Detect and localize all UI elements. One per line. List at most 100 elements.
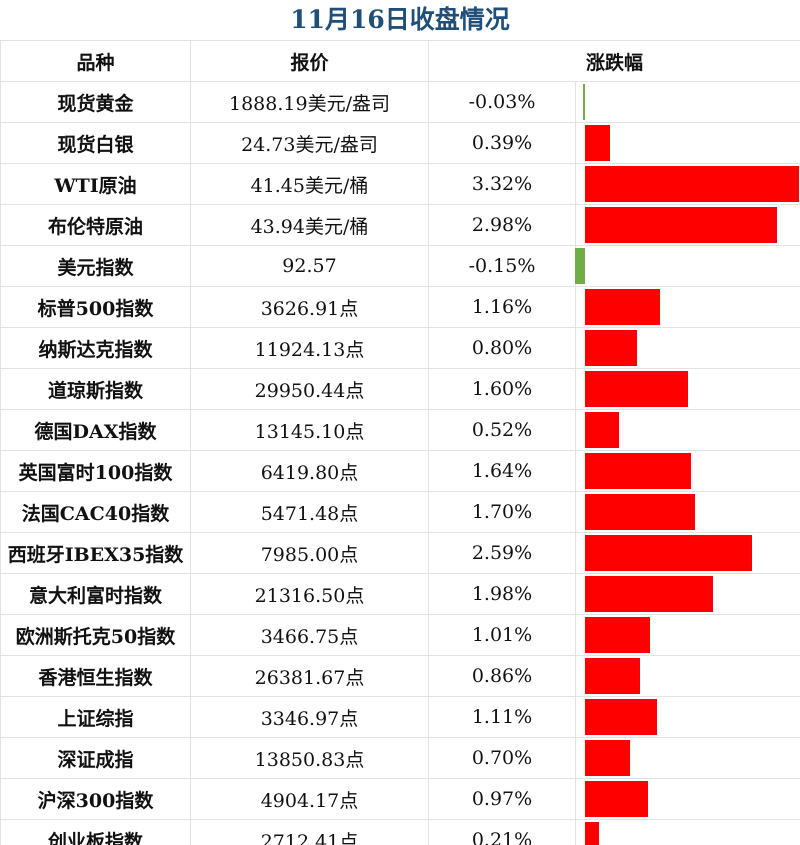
bar-cell [574,368,800,410]
name-cell: 现货白银 [0,122,191,164]
table-row: 沪深300指数 4904.17点 0.97% [0,778,800,820]
bar-cell [574,819,800,845]
bar-cell [574,696,800,738]
price-cell: 3466.75点 [190,614,429,656]
name-cell: 英国富时100指数 [0,450,191,492]
price-cell: 11924.13点 [190,327,429,369]
name-cell: 标普500指数 [0,286,191,328]
table-row: 意大利富时指数 21316.50点 1.98% [0,573,800,615]
change-bar [585,453,691,489]
change-cell: 0.39% [428,122,576,164]
price-cell: 43.94美元/桶 [190,204,429,246]
change-cell: 3.32% [428,163,576,205]
table-row: 现货黄金 1888.19美元/盎司 -0.03% [0,81,800,123]
price-cell: 3346.97点 [190,696,429,738]
bar-cell [574,81,800,123]
price-cell: 92.57 [190,245,429,287]
name-cell: 德国DAX指数 [0,409,191,451]
table-row: 法国CAC40指数 5471.48点 1.70% [0,491,800,533]
name-cell: 上证综指 [0,696,191,738]
quotes-table: 品种 报价 涨跌幅 现货黄金 1888.19美元/盎司 -0.03% 现货白银 24.7… [0,40,800,845]
bar-cell [574,573,800,615]
change-cell: 1.11% [428,696,576,738]
change-bar [585,658,641,694]
bar-cell [574,163,800,205]
change-cell: 1.64% [428,450,576,492]
price-cell: 2712.41点 [190,819,429,845]
price-cell: 24.73美元/盎司 [190,122,429,164]
header-name: 品种 [0,40,191,82]
change-cell: 1.01% [428,614,576,656]
price-cell: 13850.83点 [190,737,429,779]
table-row: 标普500指数 3626.91点 1.16% [0,286,800,328]
name-cell: 创业板指数 [0,819,191,845]
bar-cell [574,204,800,246]
price-cell: 29950.44点 [190,368,429,410]
header-change: 涨跌幅 [427,40,800,82]
change-bar [585,822,599,845]
change-cell: -0.15% [428,245,576,287]
price-cell: 41.45美元/桶 [190,163,429,205]
name-cell: 道琼斯指数 [0,368,191,410]
change-bar [585,576,713,612]
page-title: 11月16日收盘情况 [290,5,510,34]
table-row: WTI原油 41.45美元/桶 3.32% [0,163,800,205]
bar-cell [574,245,800,287]
name-cell: 西班牙IBEX35指数 [0,532,191,574]
change-bar [585,535,753,571]
name-cell: 法国CAC40指数 [0,491,191,533]
name-cell: 香港恒生指数 [0,655,191,697]
table-row: 西班牙IBEX35指数 7985.00点 2.59% [0,532,800,574]
change-bar [585,494,695,530]
change-bar [585,125,611,161]
change-bar [585,617,651,653]
table-row: 欧洲斯托克50指数 3466.75点 1.01% [0,614,800,656]
price-cell: 26381.67点 [190,655,429,697]
table-row: 上证综指 3346.97点 1.11% [0,696,800,738]
change-bar [585,289,660,325]
change-bar [585,781,648,817]
bar-cell [574,409,800,451]
price-cell: 1888.19美元/盎司 [190,81,429,123]
bar-cell [574,491,800,533]
name-cell: 纳斯达克指数 [0,327,191,369]
name-cell: 欧洲斯托克50指数 [0,614,191,656]
table-row: 德国DAX指数 13145.10点 0.52% [0,409,800,451]
name-cell: WTI原油 [0,163,191,205]
change-cell: 0.86% [428,655,576,697]
bar-cell [574,737,800,779]
change-bar [575,248,585,284]
price-cell: 6419.80点 [190,450,429,492]
name-cell: 布伦特原油 [0,204,191,246]
change-bar [583,84,585,120]
bar-cell [574,655,800,697]
change-bar [585,740,631,776]
price-cell: 4904.17点 [190,778,429,820]
table-row: 布伦特原油 43.94美元/桶 2.98% [0,204,800,246]
change-cell: 1.70% [428,491,576,533]
bar-cell [574,122,800,164]
name-cell: 意大利富时指数 [0,573,191,615]
change-cell: 1.98% [428,573,576,615]
change-bar [585,412,619,448]
name-cell: 沪深300指数 [0,778,191,820]
price-cell: 7985.00点 [190,532,429,574]
bar-cell [574,327,800,369]
name-cell: 深证成指 [0,737,191,779]
price-cell: 5471.48点 [190,491,429,533]
change-bar [585,166,800,202]
table-row: 纳斯达克指数 11924.13点 0.80% [0,327,800,369]
table-row: 创业板指数 2712.41点 0.21% [0,819,800,845]
change-bar [585,207,778,243]
table-row: 美元指数 92.57 -0.15% [0,245,800,287]
bar-cell [574,450,800,492]
name-cell: 美元指数 [0,245,191,287]
change-cell: 0.80% [428,327,576,369]
bar-cell [574,614,800,656]
change-cell: 2.59% [428,532,576,574]
change-cell: 0.52% [428,409,576,451]
change-cell: 1.16% [428,286,576,328]
name-cell: 现货黄金 [0,81,191,123]
change-cell: 0.70% [428,737,576,779]
bar-cell [574,778,800,820]
